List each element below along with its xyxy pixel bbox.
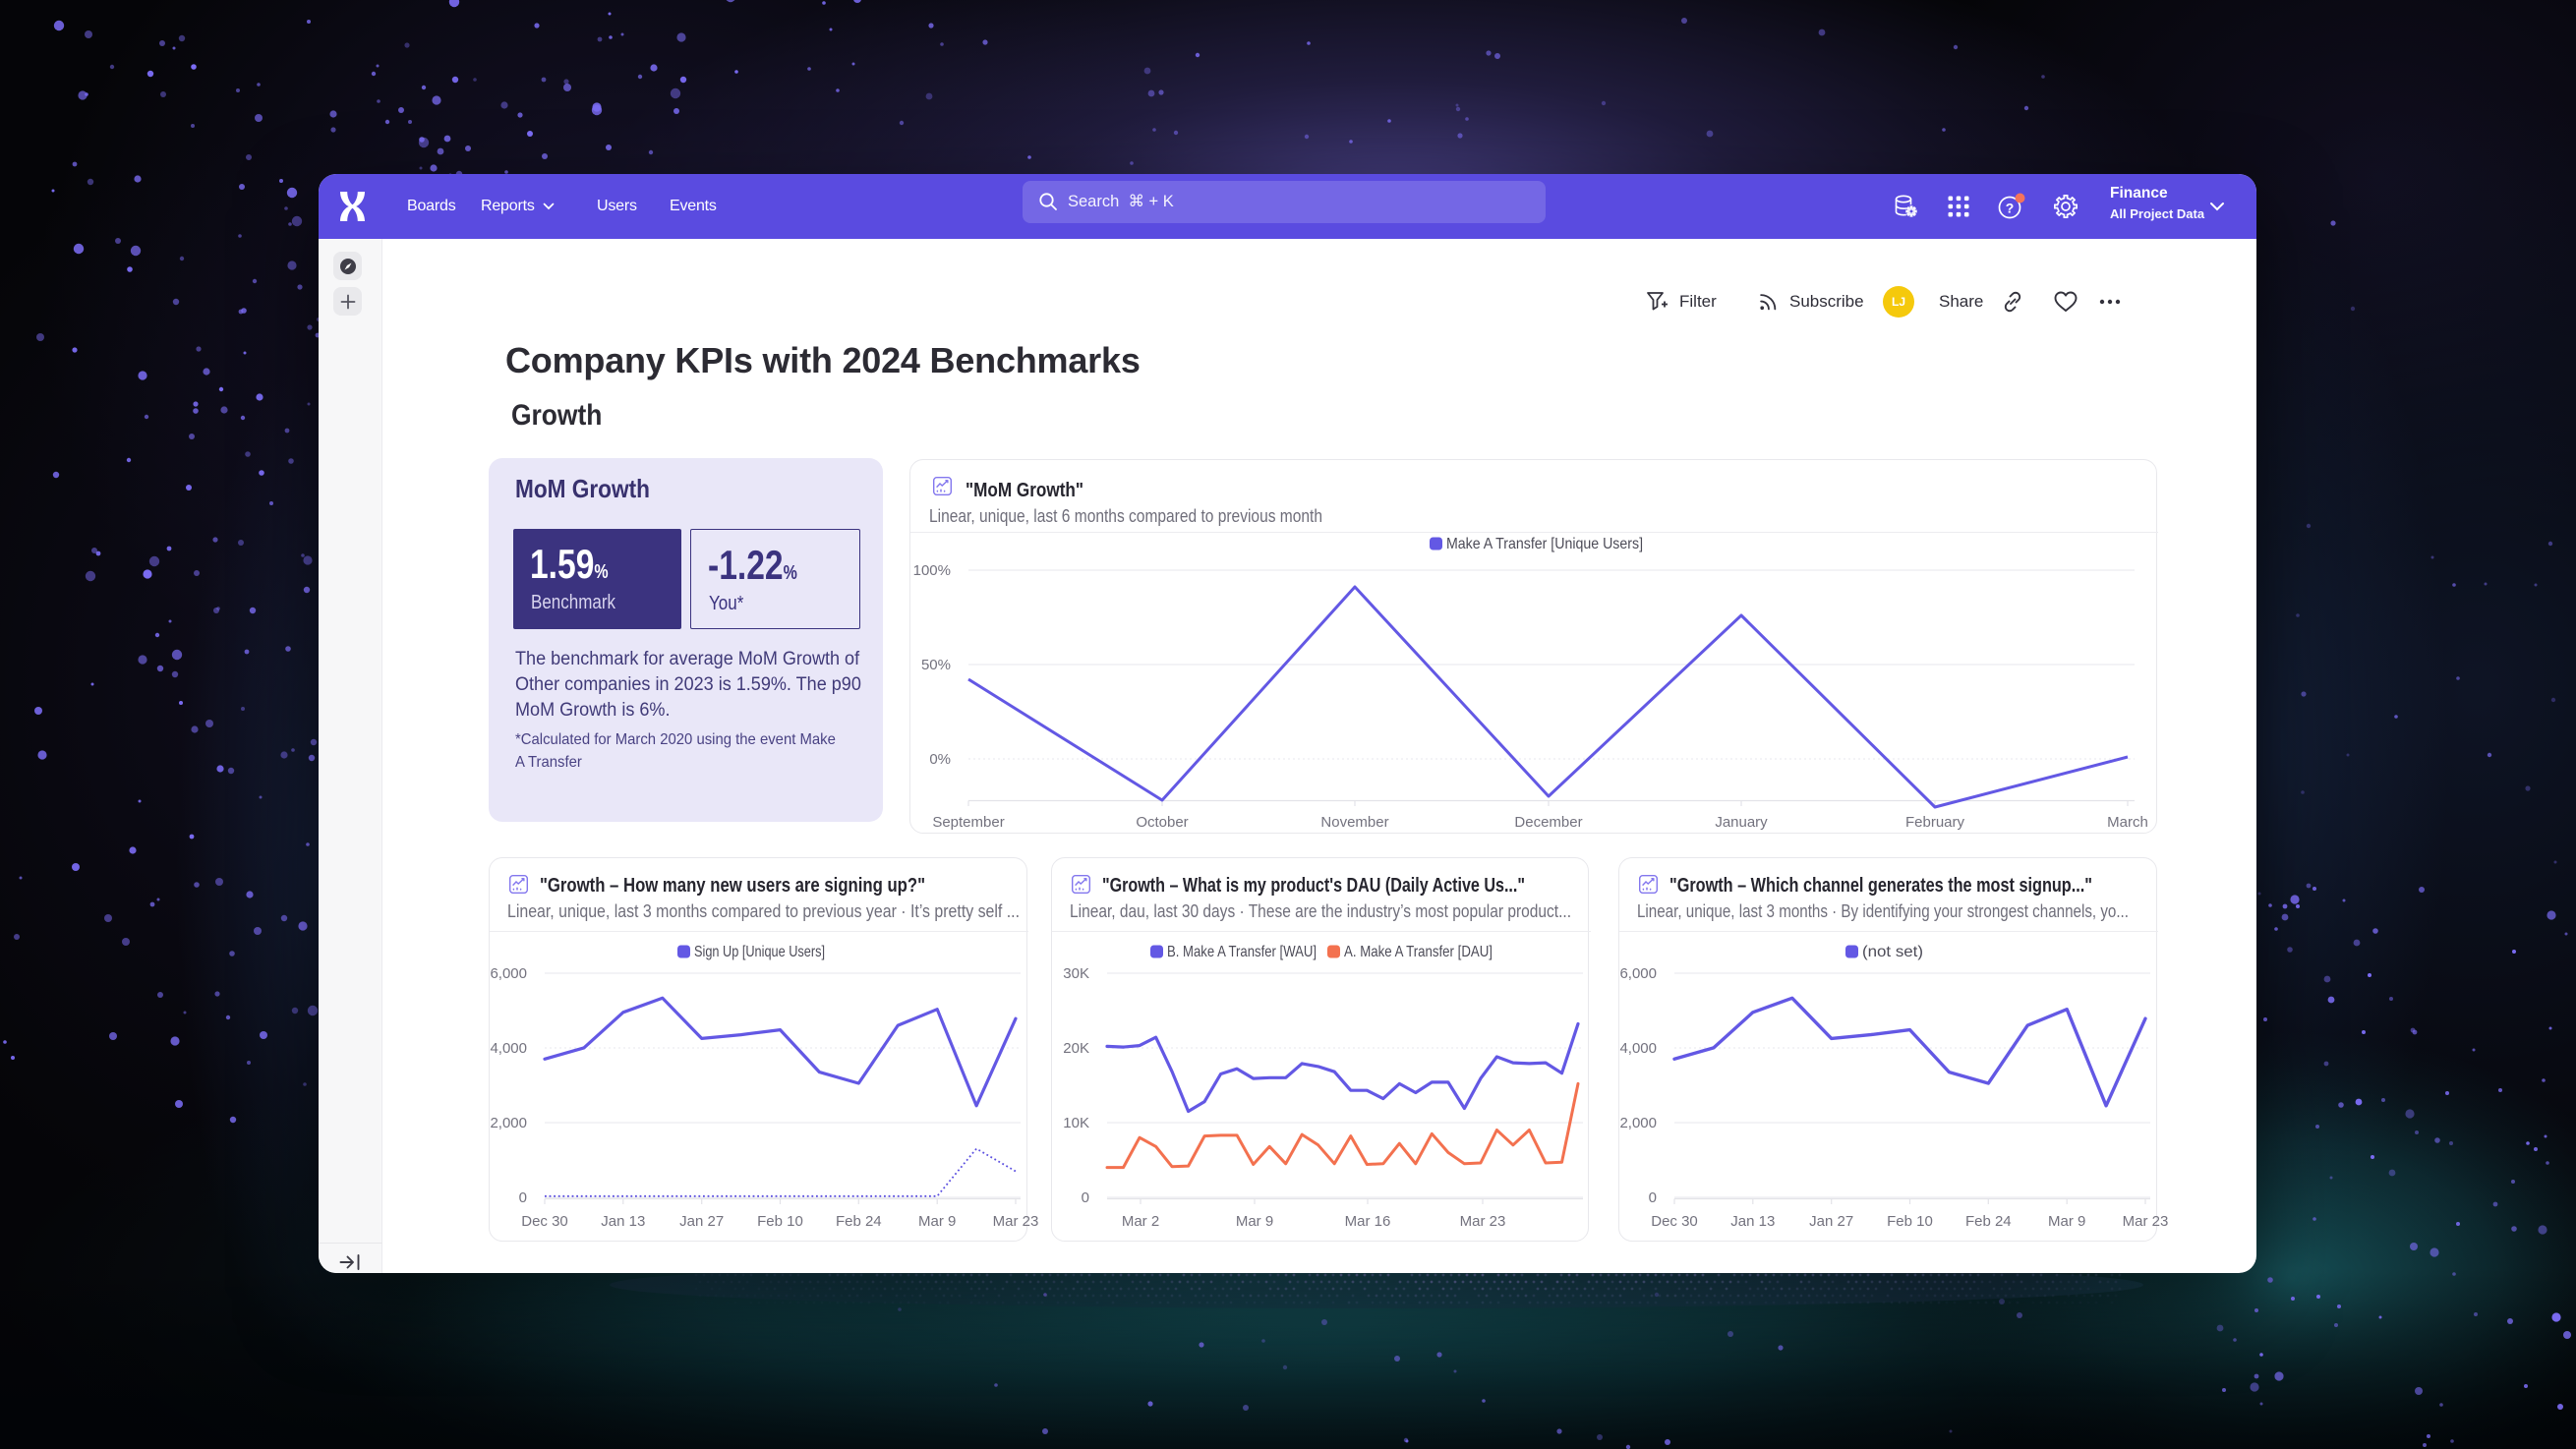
svg-text:Linear, unique, last 3 months: Linear, unique, last 3 months compared t… [507, 901, 1020, 921]
svg-text:Sign Up [Unique Users]: Sign Up [Unique Users] [694, 944, 825, 960]
svg-text:October: October [1136, 814, 1188, 831]
svg-text:4,000: 4,000 [1619, 1040, 1657, 1057]
svg-text:"Growth – Which channel genera: "Growth – Which channel generates the mo… [1669, 875, 2092, 897]
svg-text:Jan 27: Jan 27 [679, 1213, 724, 1230]
svg-text:0: 0 [1649, 1189, 1657, 1206]
svg-text:Feb 10: Feb 10 [757, 1213, 803, 1230]
svg-text:B. Make A Transfer [WAU]: B. Make A Transfer [WAU] [1167, 944, 1317, 960]
svg-text:6,000: 6,000 [490, 965, 527, 982]
svg-text:30K: 30K [1063, 965, 1089, 982]
svg-text:Jan 13: Jan 13 [601, 1213, 645, 1230]
svg-text:November: November [1320, 814, 1388, 831]
svg-text:Make A Transfer [Unique Users]: Make A Transfer [Unique Users] [1446, 536, 1643, 552]
svg-text:6,000: 6,000 [1619, 965, 1657, 982]
svg-text:?: ? [2006, 201, 2015, 216]
svg-text:0: 0 [519, 1189, 527, 1206]
svg-text:Linear, unique, last 6 months: Linear, unique, last 6 months compared t… [929, 506, 1322, 526]
svg-text:February: February [1905, 814, 1965, 831]
svg-text:December: December [1514, 814, 1582, 831]
svg-text:2,000: 2,000 [1619, 1115, 1657, 1131]
svg-text:4,000: 4,000 [490, 1040, 527, 1057]
svg-text:Feb 10: Feb 10 [1887, 1213, 1933, 1230]
svg-text:March: March [2107, 814, 2148, 831]
svg-text:20K: 20K [1063, 1040, 1089, 1057]
svg-text:Jan 27: Jan 27 [1809, 1213, 1853, 1230]
svg-text:A. Make A Transfer [DAU]: A. Make A Transfer [DAU] [1344, 944, 1493, 960]
svg-text:Mar 23: Mar 23 [993, 1213, 1039, 1230]
svg-text:Dec 30: Dec 30 [1651, 1213, 1698, 1230]
svg-text:Linear, dau, last 30 days · Th: Linear, dau, last 30 days · These are th… [1070, 901, 1571, 921]
svg-text:50%: 50% [921, 657, 951, 673]
svg-text:Mar 23: Mar 23 [1460, 1213, 1506, 1230]
svg-text:Mar 9: Mar 9 [2048, 1213, 2085, 1230]
svg-text:Jan 13: Jan 13 [1730, 1213, 1775, 1230]
svg-text:100%: 100% [913, 562, 951, 579]
svg-text:"Growth – What is my product's: "Growth – What is my product's DAU (Dail… [1102, 875, 1525, 897]
svg-text:(not set): (not set) [1862, 944, 1923, 960]
svg-text:"Growth – How many new users a: "Growth – How many new users are signing… [540, 875, 925, 897]
svg-text:Mar 9: Mar 9 [1236, 1213, 1273, 1230]
svg-text:January: January [1715, 814, 1768, 831]
svg-text:10K: 10K [1063, 1115, 1089, 1131]
svg-text:Linear, unique, last 3 months: Linear, unique, last 3 months · By ident… [1637, 901, 2129, 921]
svg-text:Mar 23: Mar 23 [2123, 1213, 2169, 1230]
svg-text:0: 0 [1082, 1189, 1089, 1206]
svg-text:"MoM Growth": "MoM Growth" [966, 480, 1083, 501]
svg-text:September: September [932, 814, 1004, 831]
svg-text:Mar 2: Mar 2 [1122, 1213, 1159, 1230]
svg-text:Feb 24: Feb 24 [836, 1213, 882, 1230]
svg-text:0%: 0% [929, 751, 951, 768]
svg-text:2,000: 2,000 [490, 1115, 527, 1131]
svg-text:Feb 24: Feb 24 [1965, 1213, 2012, 1230]
svg-text:Dec 30: Dec 30 [521, 1213, 568, 1230]
svg-text:Mar 9: Mar 9 [918, 1213, 956, 1230]
svg-text:Mar 16: Mar 16 [1345, 1213, 1391, 1230]
